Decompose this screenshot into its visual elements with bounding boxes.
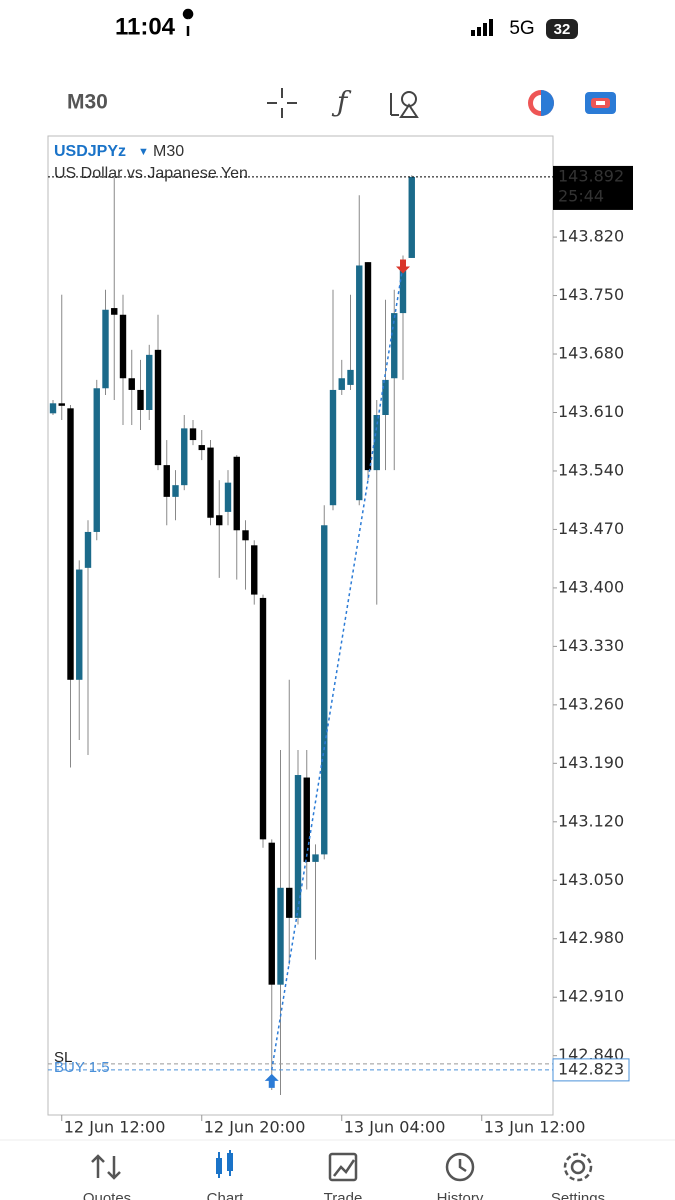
candle-body bbox=[154, 349, 162, 466]
candle-body bbox=[312, 854, 319, 862]
y-tick-label: 143.050 bbox=[558, 870, 624, 889]
stop-loss-label: SL bbox=[54, 1049, 72, 1066]
y-tick-label: 143.610 bbox=[558, 402, 624, 421]
trade-button[interactable] bbox=[585, 92, 616, 114]
candle-body bbox=[189, 428, 197, 441]
candle-body bbox=[216, 515, 223, 526]
candle-body bbox=[303, 777, 310, 862]
candle-body bbox=[338, 378, 345, 390]
countdown: 25:44 bbox=[558, 186, 604, 205]
candle-body bbox=[49, 403, 57, 414]
candle-body bbox=[128, 378, 135, 390]
position-label: BUY 1.5 bbox=[54, 1059, 110, 1076]
trade-link bbox=[271, 265, 404, 1071]
buy-arrow bbox=[264, 1073, 279, 1088]
bottom-nav: Quotes Chart Trade History Settings bbox=[83, 1190, 605, 1200]
candle-body bbox=[198, 445, 205, 451]
position-price: 142.823 bbox=[558, 1059, 624, 1078]
candle-body bbox=[102, 309, 109, 389]
candle-body bbox=[399, 269, 407, 314]
y-tick-label: 143.680 bbox=[558, 344, 624, 363]
y-tick-label: 143.400 bbox=[558, 577, 624, 596]
candle-body bbox=[84, 531, 92, 568]
candle-body bbox=[172, 485, 179, 497]
y-tick-label: 143.750 bbox=[558, 285, 624, 304]
x-tick-label: 12 Jun 12:00 bbox=[64, 1118, 166, 1137]
y-tick-label: 142.980 bbox=[558, 928, 624, 947]
candle-body bbox=[364, 262, 372, 471]
chart-nav-icon bbox=[216, 1150, 233, 1178]
location-icon bbox=[182, 8, 194, 36]
plot: 143.820 143.750 143.680 143.610 143.540 143.4… bbox=[48, 165, 633, 1137]
candle-body bbox=[242, 530, 249, 541]
symbol-dropdown[interactable]: ▼ bbox=[138, 146, 149, 158]
sell-arrow bbox=[396, 259, 410, 274]
x-tick-label: 13 Jun 04:00 bbox=[344, 1118, 446, 1137]
crosshair-button[interactable] bbox=[267, 88, 297, 118]
candle-body bbox=[321, 525, 328, 855]
candle-body bbox=[268, 842, 275, 985]
candle-body bbox=[181, 428, 188, 486]
y-tick-label: 142.910 bbox=[558, 987, 624, 1006]
y-tick-label: 143.260 bbox=[558, 694, 624, 713]
y-tick-label: 143.470 bbox=[558, 519, 624, 538]
signal-icon bbox=[471, 19, 493, 36]
position-price-box bbox=[552, 1058, 630, 1082]
nav-icons bbox=[91, 1152, 593, 1182]
candle-body bbox=[224, 482, 232, 512]
timeframe-button[interactable]: M30 bbox=[67, 91, 108, 114]
nav-item[interactable]: History bbox=[437, 1190, 484, 1200]
battery bbox=[546, 19, 578, 39]
network: 5G bbox=[509, 18, 534, 39]
candle-body bbox=[76, 569, 83, 680]
candle-body bbox=[207, 447, 214, 518]
objects-button[interactable] bbox=[390, 91, 419, 118]
candle-body bbox=[391, 313, 398, 379]
x-tick-label: 12 Jun 20:00 bbox=[204, 1118, 306, 1137]
one-click-trading-button[interactable] bbox=[528, 90, 554, 116]
candle-body bbox=[119, 314, 127, 379]
candle-body bbox=[294, 775, 302, 918]
candle-body bbox=[137, 389, 144, 410]
candle-body bbox=[356, 265, 363, 501]
candle-body bbox=[259, 597, 267, 840]
candle-body bbox=[329, 389, 337, 506]
candle-body bbox=[277, 887, 284, 985]
y-tick-label: 143.820 bbox=[558, 227, 624, 246]
candle-body bbox=[111, 308, 118, 315]
symbol-description: US Dollar vs Japanese Yen bbox=[54, 165, 248, 182]
indicators-button[interactable]: ƒ bbox=[331, 86, 352, 119]
candle-body bbox=[286, 887, 293, 918]
y-tick-label: 143.330 bbox=[558, 636, 624, 655]
candle-body bbox=[67, 408, 74, 680]
chart-timeframe: M30 bbox=[153, 143, 184, 160]
nav-item[interactable]: Trade bbox=[324, 1190, 363, 1200]
y-tick-label: 143.190 bbox=[558, 753, 624, 772]
current-price-box bbox=[553, 165, 633, 210]
status-time: 11:04 bbox=[115, 13, 176, 40]
nav-item[interactable]: Settings bbox=[551, 1190, 605, 1200]
candle-body bbox=[347, 369, 354, 385]
candle-body bbox=[233, 456, 240, 531]
candle-body bbox=[163, 465, 170, 497]
current-price: 143.892 bbox=[558, 166, 624, 185]
candle-body bbox=[382, 379, 389, 415]
candle-body bbox=[58, 403, 65, 406]
symbol[interactable]: USDJPYz bbox=[54, 143, 126, 160]
candle-body bbox=[146, 354, 153, 410]
battery-level: 32 bbox=[554, 21, 571, 38]
y-tick-label: 143.120 bbox=[558, 811, 624, 830]
nav-item[interactable]: Chart bbox=[207, 1190, 245, 1200]
candle-body bbox=[373, 414, 380, 471]
candle-body bbox=[93, 388, 100, 532]
candle-body bbox=[251, 545, 258, 595]
candle-body bbox=[408, 176, 415, 258]
nav-item[interactable]: Quotes bbox=[83, 1190, 131, 1200]
chart-frame bbox=[47, 135, 554, 1116]
x-tick-label: 13 Jun 12:00 bbox=[484, 1118, 586, 1137]
y-tick-label: 143.540 bbox=[558, 460, 624, 479]
